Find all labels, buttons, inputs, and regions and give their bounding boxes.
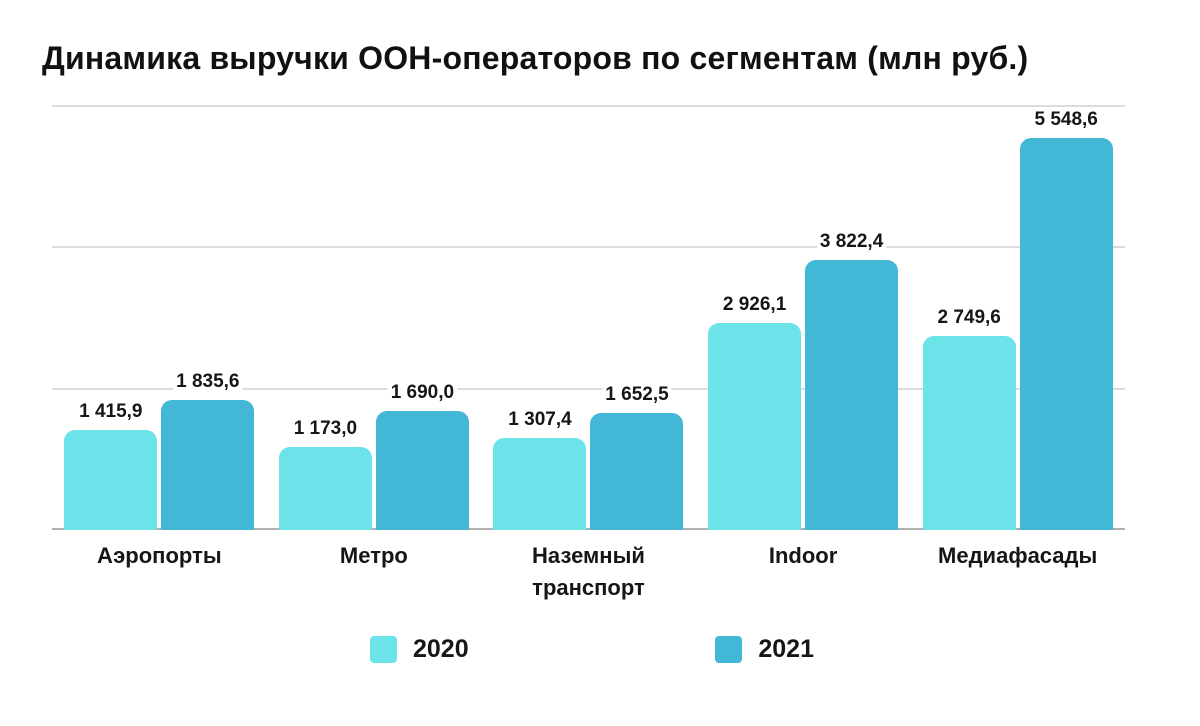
value-label-2020-3: 1 307,4 xyxy=(505,408,575,431)
legend-item-2021: 2021 xyxy=(715,634,814,663)
bar-2021-4: 3 822,4 xyxy=(805,231,899,530)
x-axis-line xyxy=(52,528,1125,530)
category-label-3: Наземный транспорт xyxy=(481,540,696,604)
value-label-2021-1: 1 835,6 xyxy=(173,371,243,394)
bar-rect-2021 xyxy=(590,413,684,530)
bar-rect-2020 xyxy=(493,437,587,530)
bar-group-1: 1 415,9 1 835,6 xyxy=(52,106,267,530)
bar-group-3: 1 307,4 1 652,5 xyxy=(481,106,696,530)
bar-groups: 1 415,9 1 835,6 1 173,0 1 690,0 1 307,4 1 652… xyxy=(52,106,1125,530)
value-label-2021-3: 1 652,5 xyxy=(602,384,672,407)
value-label-2020-2: 1 173,0 xyxy=(290,418,361,441)
value-label-2020-1: 1 415,9 xyxy=(76,401,146,423)
category-label-text: Медиафасады xyxy=(938,543,1098,568)
gridline-2000 xyxy=(52,387,1125,390)
value-label-2020-4: 2 926,1 xyxy=(719,294,790,317)
bar-2021-5: 5 548,6 xyxy=(1019,109,1113,530)
bar-group-2: 1 173,0 1 690,0 xyxy=(267,106,482,530)
bar-group-5: 2 749,6 5 548,6 xyxy=(910,106,1125,530)
category-label-5: Медиафасады xyxy=(910,540,1125,604)
bar-2021-2: 1 690,0 xyxy=(375,381,469,530)
bar-2020-5: 2 749,6 xyxy=(922,306,1016,530)
bar-rect-2020 xyxy=(278,447,372,530)
category-label-text: Indoor xyxy=(768,543,838,568)
legend-item-2020: 2020 xyxy=(370,634,469,663)
category-label-text: Аэропорты xyxy=(96,543,222,568)
gridline-6000 xyxy=(52,105,1125,107)
value-label-2021-4: 3 822,4 xyxy=(816,231,887,253)
bar-rect-2021 xyxy=(161,400,255,530)
value-label-2021-5: 5 548,6 xyxy=(1031,109,1101,131)
category-label-4: Indoor xyxy=(696,540,911,604)
bar-2021-3: 1 652,5 xyxy=(590,384,684,530)
legend-swatch-2021 xyxy=(715,635,743,663)
bar-rect-2020 xyxy=(708,323,802,530)
legend: 2020 2021 xyxy=(370,634,814,664)
category-label-text: Наземный транспорт xyxy=(532,543,645,600)
bar-rect-2020 xyxy=(922,335,1016,530)
bar-rect-2021 xyxy=(1019,137,1113,530)
legend-swatch-2020 xyxy=(370,635,397,663)
bar-2020-4: 2 926,1 xyxy=(708,294,802,530)
gridline-4000 xyxy=(52,246,1125,249)
bar-2020-1: 1 415,9 xyxy=(64,401,158,530)
bar-rect-2021 xyxy=(375,410,469,530)
plot-area: 1 415,9 1 835,6 1 173,0 1 690,0 1 307,4 1 652… xyxy=(52,105,1125,530)
legend-label-2021: 2021 xyxy=(758,634,814,663)
bar-group-4: 2 926,1 3 822,4 xyxy=(696,106,911,530)
category-label-2: Метро xyxy=(267,540,482,604)
bar-rect-2021 xyxy=(805,259,899,530)
bar-2021-1: 1 835,6 xyxy=(161,371,255,530)
category-label-text: Метро xyxy=(339,543,408,568)
category-label-1: Аэропорты xyxy=(52,540,267,604)
chart-title: Динамика выручки ООН-операторов по сегме… xyxy=(42,40,1029,76)
bar-2020-2: 1 173,0 xyxy=(278,418,372,530)
value-label-2020-5: 2 749,6 xyxy=(934,306,1004,329)
bar-rect-2020 xyxy=(64,429,158,530)
legend-label-2020: 2020 xyxy=(413,634,469,663)
category-axis: Аэропорты Метро Наземный транспорт Indoor Ме… xyxy=(52,540,1125,604)
bar-2020-3: 1 307,4 xyxy=(493,408,587,530)
value-label-2021-2: 1 690,0 xyxy=(387,381,458,404)
